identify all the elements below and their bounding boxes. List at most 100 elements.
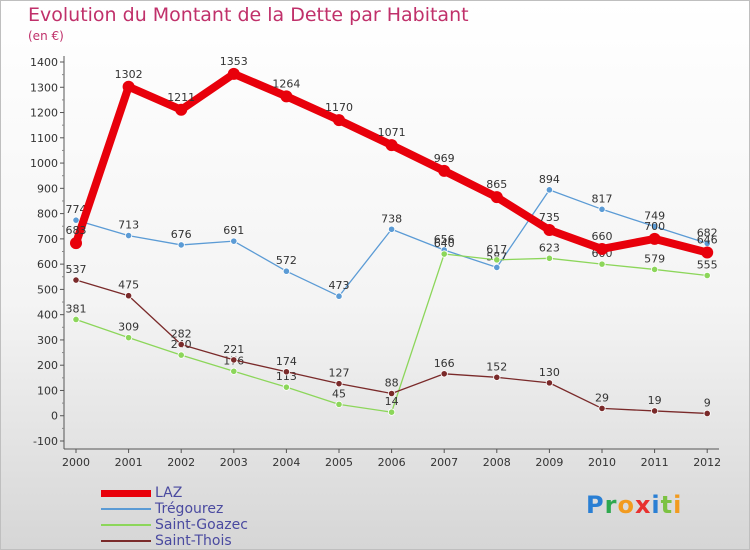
y-tick-label: 1100 bbox=[30, 132, 58, 145]
data-point-saint-goazec bbox=[177, 351, 185, 359]
legend-item-saint-goazec: Saint-Goazec bbox=[101, 517, 248, 533]
data-point-saint-goazec bbox=[650, 265, 659, 274]
data-label-laz: 700 bbox=[644, 220, 665, 233]
data-point-laz bbox=[227, 67, 240, 80]
data-point-tr-gourez bbox=[335, 292, 343, 300]
y-tick-label: 600 bbox=[37, 258, 58, 271]
x-tick-label: 2010 bbox=[588, 456, 616, 469]
x-tick-label: 2009 bbox=[535, 456, 563, 469]
data-point-laz bbox=[438, 164, 451, 177]
data-label-saint-thois: 127 bbox=[329, 367, 350, 380]
data-label-saint-goazec: 623 bbox=[539, 241, 560, 254]
y-tick-label: 300 bbox=[37, 334, 58, 347]
legend-item-tr-gourez: Trégourez bbox=[101, 501, 248, 517]
y-tick-label: 0 bbox=[51, 410, 58, 423]
data-point-saint-goazec bbox=[545, 254, 554, 262]
y-tick-label: 500 bbox=[37, 283, 58, 296]
data-point-saint-thois bbox=[598, 404, 606, 413]
data-label-laz: 1211 bbox=[167, 91, 195, 104]
data-label-saint-thois: 19 bbox=[648, 394, 662, 407]
legend-item-saint-thois: Saint-Thois bbox=[101, 533, 248, 549]
x-tick-label: 2012 bbox=[693, 456, 721, 469]
data-point-tr-gourez bbox=[545, 186, 554, 194]
data-label-saint-goazec: 309 bbox=[118, 321, 139, 334]
data-label-tr-gourez: 738 bbox=[381, 212, 402, 225]
y-tick-label: 200 bbox=[37, 359, 58, 372]
data-point-saint-goazec bbox=[387, 408, 396, 416]
data-label-saint-goazec: 555 bbox=[697, 259, 718, 272]
data-point-saint-thois bbox=[703, 409, 711, 418]
data-point-laz bbox=[333, 114, 345, 127]
data-point-saint-thois bbox=[72, 276, 80, 284]
data-label-tr-gourez: 656 bbox=[434, 233, 455, 246]
data-label-laz: 1302 bbox=[115, 68, 143, 81]
data-label-saint-goazec: 45 bbox=[332, 387, 346, 400]
legend-label: Saint-Goazec bbox=[155, 517, 248, 533]
data-label-saint-thois: 130 bbox=[539, 366, 560, 379]
data-label-saint-thois: 537 bbox=[66, 263, 87, 276]
chart-subtitle: (en €) bbox=[28, 29, 64, 43]
data-label-saint-thois: 152 bbox=[486, 360, 507, 373]
data-label-saint-goazec: 617 bbox=[486, 243, 507, 256]
data-label-tr-gourez: 572 bbox=[276, 254, 297, 267]
x-tick-label: 2003 bbox=[220, 456, 248, 469]
data-label-saint-goazec: 381 bbox=[66, 302, 87, 315]
y-tick-label: 100 bbox=[37, 384, 58, 397]
data-point-laz bbox=[175, 103, 188, 116]
legend-label: Trégourez bbox=[155, 501, 224, 517]
x-tick-label: 2002 bbox=[167, 456, 195, 469]
data-point-saint-thois bbox=[387, 389, 396, 398]
data-point-saint-goazec bbox=[282, 383, 290, 391]
y-tick-label: 1000 bbox=[30, 157, 58, 170]
data-label-laz: 646 bbox=[697, 234, 718, 247]
y-tick-label: 1200 bbox=[30, 107, 58, 120]
data-point-saint-goazec bbox=[703, 271, 711, 280]
x-tick-label: 2004 bbox=[272, 456, 300, 469]
legend-label: Saint-Thois bbox=[155, 533, 232, 549]
data-point-saint-thois bbox=[440, 370, 448, 378]
data-label-tr-gourez: 817 bbox=[592, 192, 613, 205]
data-label-laz: 683 bbox=[66, 224, 87, 237]
y-tick-label: 900 bbox=[37, 182, 58, 195]
data-point-tr-gourez bbox=[230, 237, 238, 245]
legend-swatch bbox=[101, 508, 151, 510]
data-point-saint-thois bbox=[230, 356, 238, 364]
data-label-tr-gourez: 473 bbox=[329, 279, 350, 292]
data-label-tr-gourez: 713 bbox=[118, 219, 139, 232]
data-label-saint-thois: 475 bbox=[118, 279, 139, 292]
data-label-saint-goazec: 14 bbox=[385, 395, 399, 408]
data-label-laz: 1264 bbox=[272, 77, 300, 90]
legend-label: LAZ bbox=[155, 485, 183, 501]
data-point-saint-goazec bbox=[230, 367, 238, 375]
data-label-laz: 969 bbox=[434, 152, 455, 165]
y-tick-label: -100 bbox=[33, 435, 58, 448]
x-tick-label: 2000 bbox=[62, 456, 90, 469]
data-point-laz bbox=[490, 191, 503, 204]
data-point-tr-gourez bbox=[598, 205, 606, 213]
data-label-tr-gourez: 676 bbox=[171, 228, 192, 241]
data-point-laz bbox=[70, 237, 82, 250]
x-tick-label: 2007 bbox=[430, 456, 458, 469]
data-point-saint-goazec bbox=[493, 256, 501, 264]
data-label-tr-gourez: 894 bbox=[539, 173, 560, 186]
data-point-saint-goazec bbox=[125, 334, 133, 342]
legend-swatch bbox=[101, 524, 151, 526]
data-point-laz bbox=[122, 80, 135, 93]
data-point-laz bbox=[596, 242, 608, 255]
data-point-saint-thois bbox=[545, 379, 554, 387]
data-label-laz: 1353 bbox=[220, 55, 248, 68]
data-label-tr-gourez: 682 bbox=[697, 226, 718, 239]
data-label-tr-gourez: 691 bbox=[223, 224, 244, 237]
data-label-saint-thois: 282 bbox=[171, 327, 192, 340]
data-label-saint-thois: 29 bbox=[595, 391, 609, 404]
data-point-tr-gourez bbox=[650, 222, 659, 231]
x-tick-label: 2006 bbox=[378, 456, 406, 469]
data-label-laz: 1170 bbox=[325, 101, 353, 114]
data-label-saint-thois: 166 bbox=[434, 357, 455, 370]
data-point-laz bbox=[385, 139, 398, 152]
legend-swatch bbox=[101, 540, 151, 542]
data-point-laz bbox=[648, 232, 661, 245]
legend-item-laz: LAZ bbox=[101, 485, 248, 501]
